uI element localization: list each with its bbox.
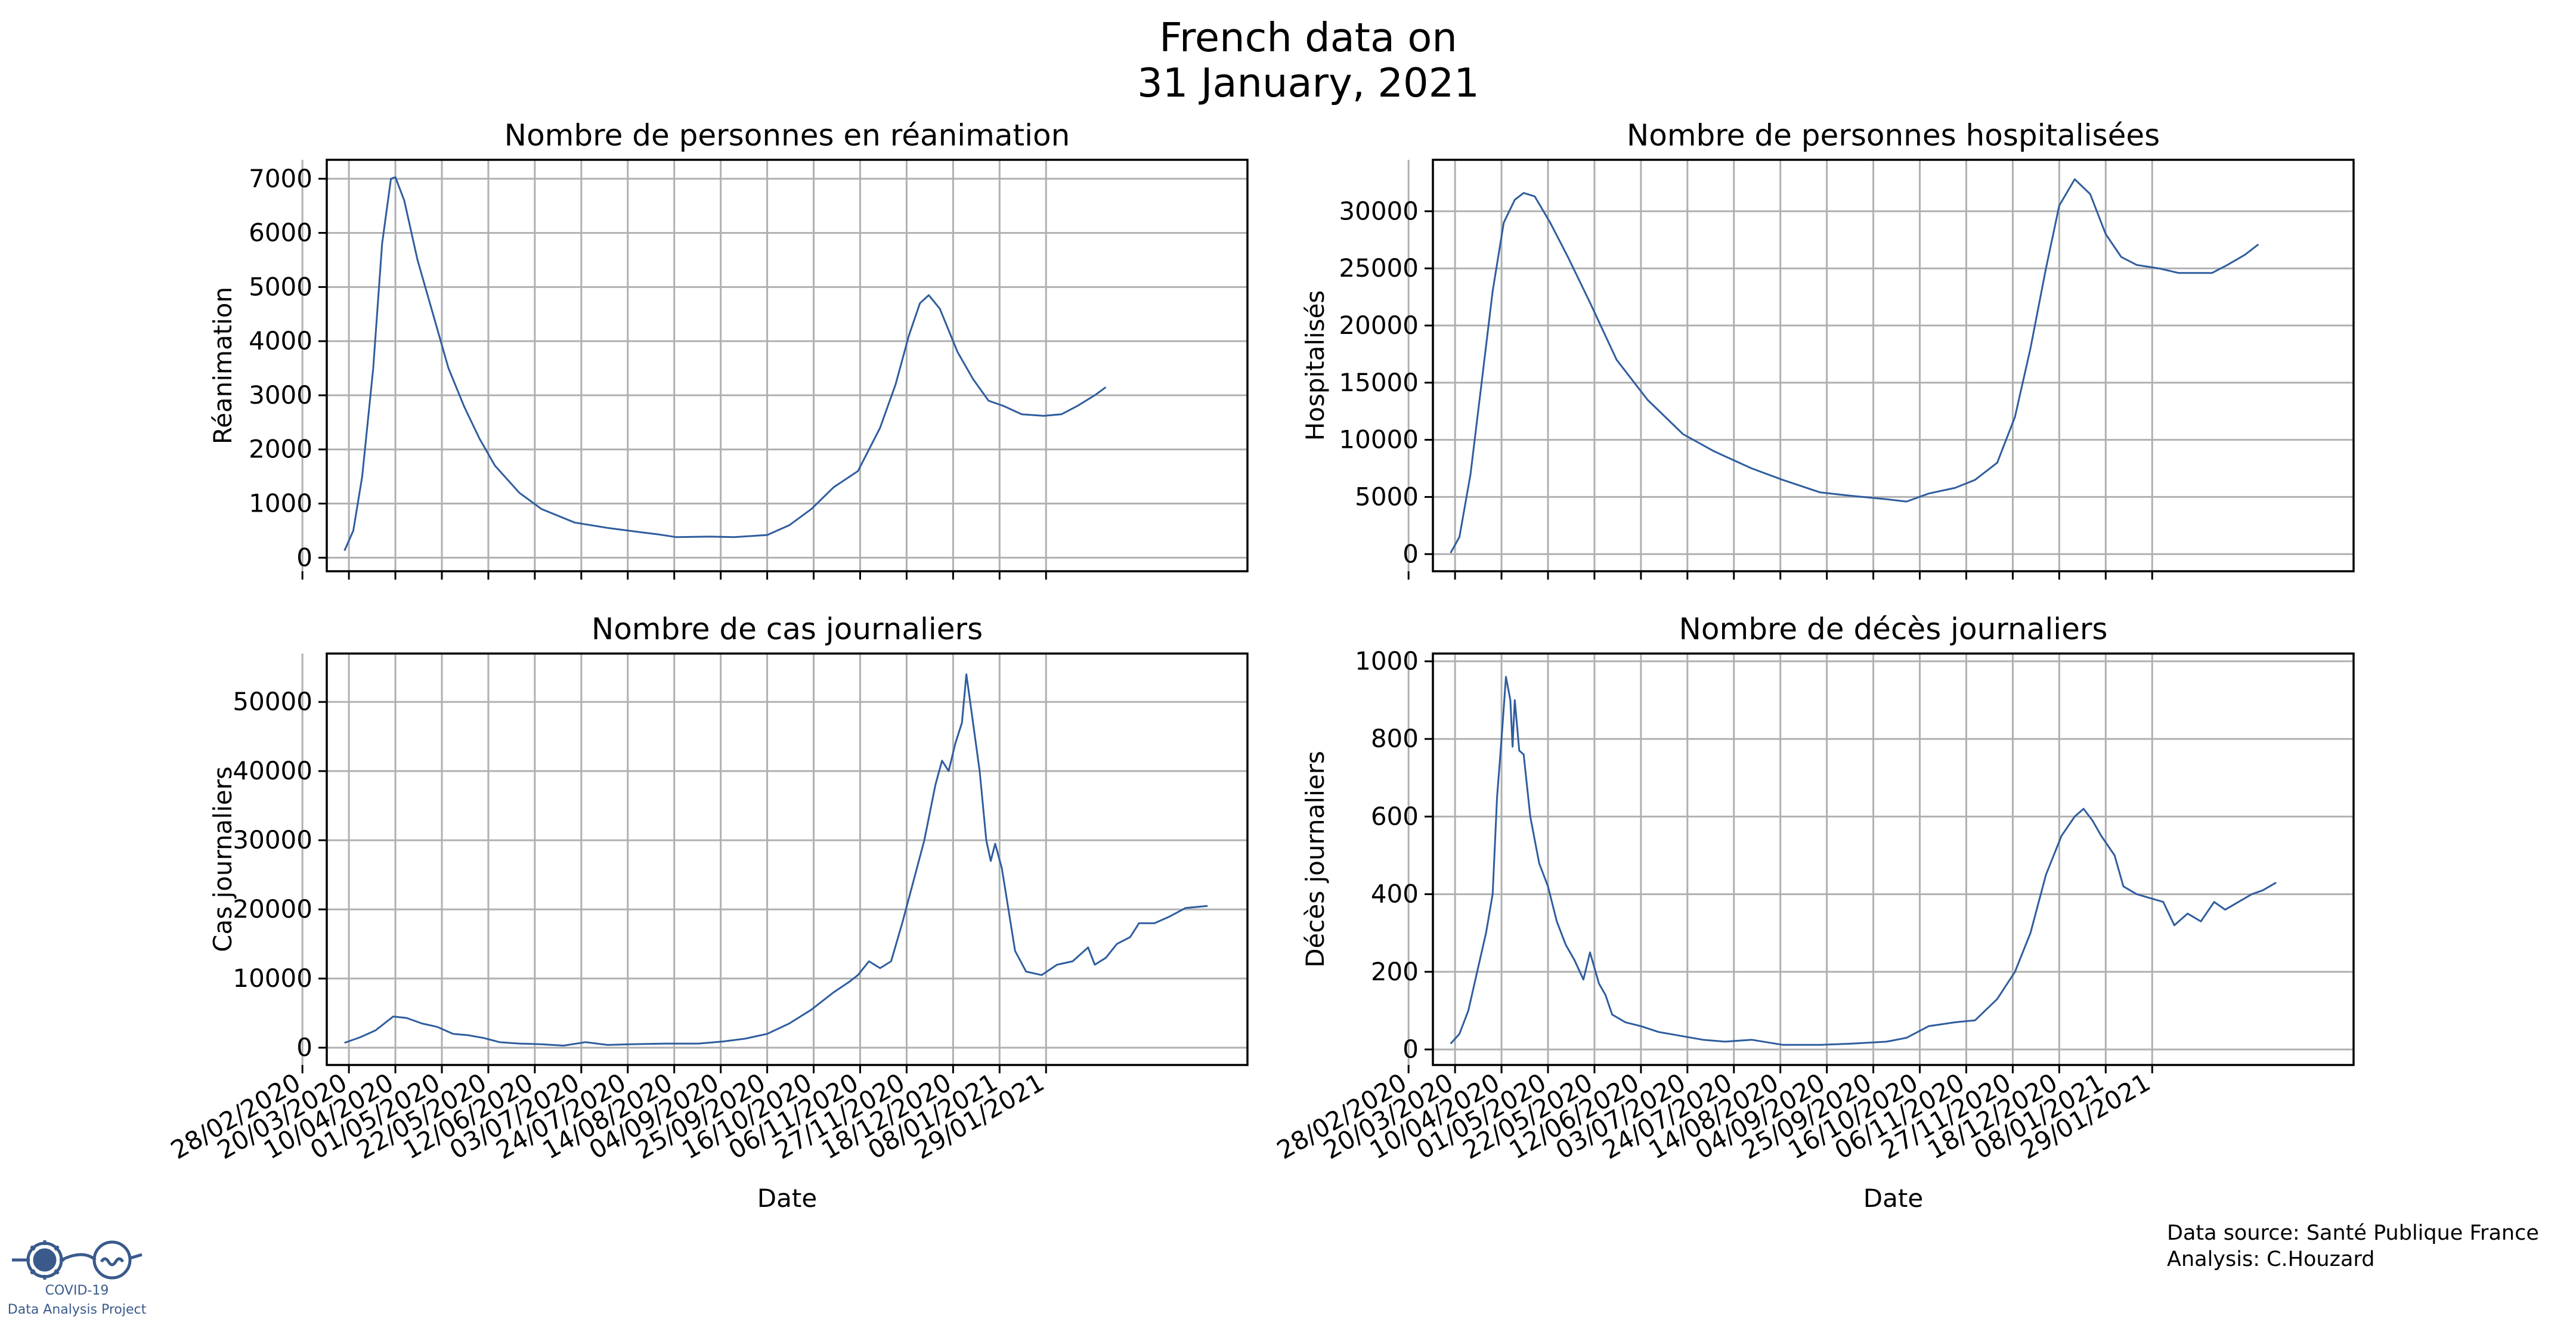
panel-daily-cases: 28/02/202020/03/202010/04/202001/05/2020… (166, 612, 1249, 1213)
logo-caption-line1: COVID-19 (45, 1283, 109, 1298)
y-tick-label: 40000 (233, 756, 312, 785)
panel-title: Nombre de cas journaliers (592, 612, 983, 646)
y-tick-label: 50000 (233, 687, 312, 716)
y-tick-label: 600 (1371, 801, 1419, 831)
y-tick-label: 15000 (1339, 368, 1419, 397)
y-tick-label: 800 (1371, 724, 1419, 753)
y-tick-label: 3000 (249, 380, 312, 410)
panel-daily-deaths: 28/02/202020/03/202010/04/202001/05/2020… (1272, 612, 2355, 1213)
y-axis-label: Cas journaliers (208, 766, 237, 952)
figure-title-line1: French data on (1159, 14, 1457, 61)
panel-title: Nombre de décès journaliers (1679, 612, 2108, 646)
data-source-text: Data source: Santé Publique France (2167, 1221, 2539, 1245)
y-tick-label: 200 (1371, 957, 1419, 986)
analysis-credit-text: Analysis: C.Houzard (2167, 1247, 2375, 1271)
axes-frame (1432, 159, 2355, 572)
reanimation-series-line (343, 176, 1107, 552)
y-axis-label: Hospitalisés (1301, 290, 1330, 441)
y-tick-label: 0 (1402, 1035, 1419, 1064)
data-source-footer: Data source: Santé Publique France Analy… (2167, 1220, 2539, 1272)
axes-frame (326, 652, 1249, 1066)
panel-reanimation: 0 1000 2000 3000 4000 5000 6000 7000 Nombre de p… (208, 118, 1249, 580)
axes-frame (1432, 652, 2355, 1066)
y-tick-label: 400 (1371, 880, 1419, 909)
y-tick-label: 5000 (249, 272, 312, 301)
y-tick-label: 30000 (233, 825, 312, 854)
y-tick-label: 5000 (1355, 482, 1419, 511)
figure-title-line2: 31 January, 2021 (1137, 60, 1479, 106)
y-tick-label: 0 (1402, 539, 1419, 568)
logo-caption-line2: Data Analysis Project (7, 1302, 147, 1317)
y-tick-label: 25000 (1339, 253, 1419, 283)
y-tick-label: 6000 (249, 218, 312, 247)
y-tick-label: 1000 (249, 489, 312, 518)
x-axis-label: Date (757, 1184, 817, 1213)
y-tick-label: 4000 (249, 326, 312, 355)
y-tick-label: 20000 (1339, 311, 1419, 340)
y-tick-label: 10000 (233, 964, 312, 993)
x-axis-label: Date (1863, 1184, 1923, 1213)
y-tick-label: 10000 (1339, 425, 1419, 454)
y-tick-label: 1000 (1355, 646, 1419, 676)
panel-title: Nombre de personnes en réanimation (504, 118, 1070, 153)
axes-frame (326, 159, 1249, 572)
hospitalisations-series-line (1450, 178, 2259, 554)
y-tick-label: 7000 (249, 164, 312, 193)
virus-glasses-icon (12, 1240, 143, 1280)
y-tick-label: 20000 (233, 894, 312, 924)
daily-deaths-series-line (1450, 676, 2277, 1046)
y-tick-label: 0 (296, 1033, 312, 1062)
y-axis-label: Décès journaliers (1301, 751, 1330, 968)
daily-cases-series-line (344, 673, 1208, 1046)
y-tick-label: 0 (296, 543, 312, 572)
y-tick-label: 30000 (1339, 196, 1419, 225)
y-tick-label: 2000 (249, 435, 312, 464)
y-axis-label: Réanimation (208, 287, 237, 444)
panel-title: Nombre de personnes hospitalisées (1627, 118, 2160, 153)
panel-hospitalisations: 0 5000 10000 15000 20000 25000 30000 Nombre de … (1301, 118, 2355, 580)
